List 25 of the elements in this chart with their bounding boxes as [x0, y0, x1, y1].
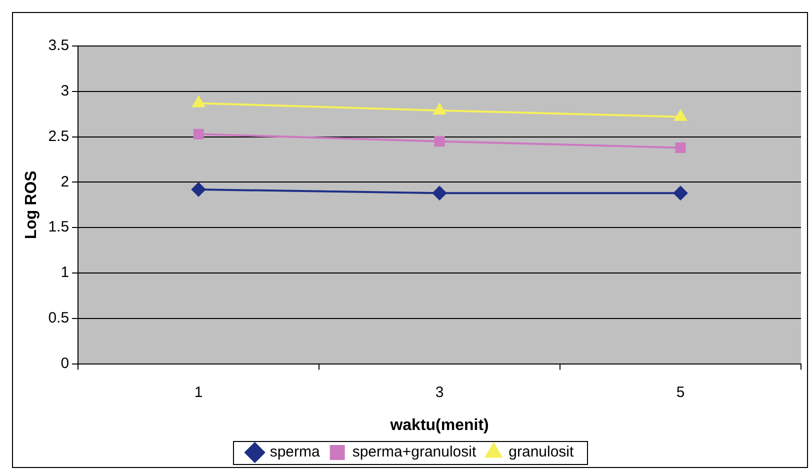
- legend-label: granulosit: [508, 444, 575, 461]
- point: [192, 182, 206, 196]
- y-tick-label: 1: [60, 264, 70, 282]
- point: [674, 186, 688, 200]
- x-tick-label: 5: [676, 384, 685, 401]
- y-tick-label: 2.5: [48, 128, 70, 145]
- y-tick-label: 3: [60, 82, 70, 100]
- legend-label: sperma+granulosit: [352, 444, 477, 461]
- point: [432, 186, 447, 200]
- y-tick-label: 0: [60, 354, 70, 372]
- y-axis-title: Log ROS: [23, 170, 40, 240]
- legend-label: sperma: [270, 444, 320, 461]
- point: [192, 96, 205, 108]
- point: [674, 110, 687, 121]
- y-tick-label: 2: [60, 173, 70, 190]
- y-tick-label: 0.5: [48, 310, 70, 327]
- x-tick-label: 1: [194, 384, 203, 401]
- y-tick-label: 3.5: [48, 37, 70, 54]
- point: [433, 103, 446, 114]
- point: [193, 128, 204, 140]
- x-axis-title: waktu(menit): [389, 416, 489, 434]
- point: [434, 136, 445, 147]
- y-tick-label: 1.5: [48, 218, 70, 236]
- x-tick-label: 3: [435, 384, 444, 401]
- point: [675, 142, 686, 153]
